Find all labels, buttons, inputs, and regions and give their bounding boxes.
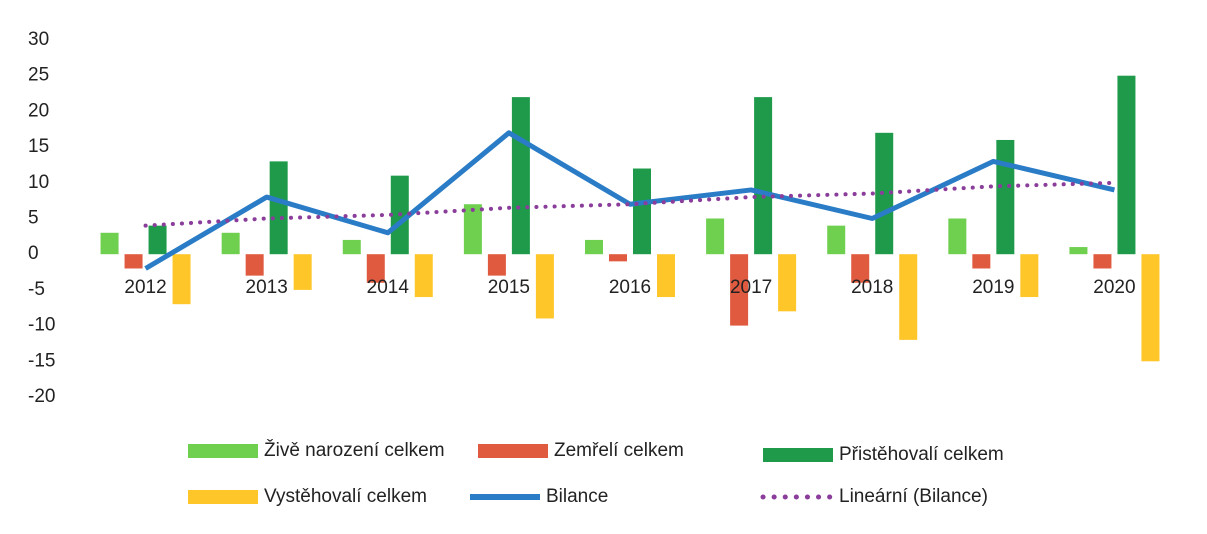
bar [778, 254, 797, 312]
bar [342, 239, 361, 255]
bar [148, 225, 167, 255]
bar [948, 218, 967, 255]
x-tick-label: 2015 [488, 277, 530, 298]
x-tick-label: 2016 [609, 277, 651, 298]
trend-line [143, 180, 1117, 228]
bar [1141, 254, 1160, 362]
legend-item: Lineární (Bilance) [760, 486, 988, 507]
line [144, 130, 1116, 271]
bar [100, 232, 119, 255]
bar [754, 97, 773, 255]
bar [585, 239, 603, 255]
bar [1020, 254, 1039, 298]
x-tick-label: 2020 [1093, 277, 1135, 298]
y-tick-label: 15 [28, 136, 49, 157]
bar [366, 254, 385, 283]
y-tick-label: 10 [28, 172, 49, 193]
bar [414, 254, 433, 298]
bar [124, 254, 143, 269]
bar [706, 218, 725, 255]
legend-swatch [478, 444, 548, 458]
legend-item: Vystěhovalí celkem [188, 486, 427, 507]
bar [875, 132, 894, 255]
legend-swatch [188, 490, 258, 504]
bar [221, 232, 240, 255]
legend-label: Vystěhovalí celkem [264, 486, 427, 507]
y-tick-label: -10 [28, 315, 55, 336]
y-tick-label: 20 [28, 100, 49, 121]
x-tick-label: 2013 [246, 277, 288, 298]
y-tick-label: 5 [28, 208, 39, 229]
bar [293, 254, 312, 290]
bar [633, 168, 651, 255]
bar [269, 161, 288, 255]
bar [511, 97, 530, 255]
legend-label: Zemřelí celkem [554, 440, 684, 461]
bar [972, 254, 991, 269]
y-tick-label: -20 [28, 386, 55, 407]
y-tick-label: -15 [28, 350, 55, 371]
bar [1069, 247, 1088, 255]
bar [899, 254, 918, 340]
bar [609, 254, 627, 262]
bar [996, 139, 1015, 255]
bar [730, 254, 749, 326]
x-tick-label: 2014 [367, 277, 410, 298]
legend-item: Bilance [470, 486, 608, 507]
bar [487, 254, 506, 276]
y-tick-label: 30 [28, 29, 49, 50]
legend-swatch [763, 448, 833, 462]
legend-label: Bilance [546, 486, 608, 507]
legend-item: Přistěhovalí celkem [763, 444, 1004, 465]
y-tick-label: -5 [28, 279, 45, 300]
legend-item: Živě narození celkem [188, 439, 445, 461]
legend-swatch [188, 444, 258, 458]
bar [827, 225, 846, 255]
bar [463, 204, 482, 255]
legend-item: Zemřelí celkem [478, 440, 684, 461]
legend-label: Živě narození celkem [264, 439, 445, 461]
bar [245, 254, 264, 276]
bar [535, 254, 554, 319]
bar [657, 254, 675, 298]
bar [1117, 75, 1136, 255]
x-tick-label: 2018 [851, 277, 893, 298]
x-tick-label: 2012 [124, 277, 166, 298]
legend-label: Přistěhovalí celkem [839, 444, 1004, 465]
legend-label: Lineární (Bilance) [839, 486, 988, 507]
x-tick-label: 2017 [730, 277, 772, 298]
y-tick-label: 0 [28, 243, 39, 264]
bar [172, 254, 191, 305]
x-tick-label: 2019 [972, 277, 1014, 298]
bar [1093, 254, 1112, 269]
y-tick-label: 25 [28, 65, 49, 86]
bar [851, 254, 870, 283]
